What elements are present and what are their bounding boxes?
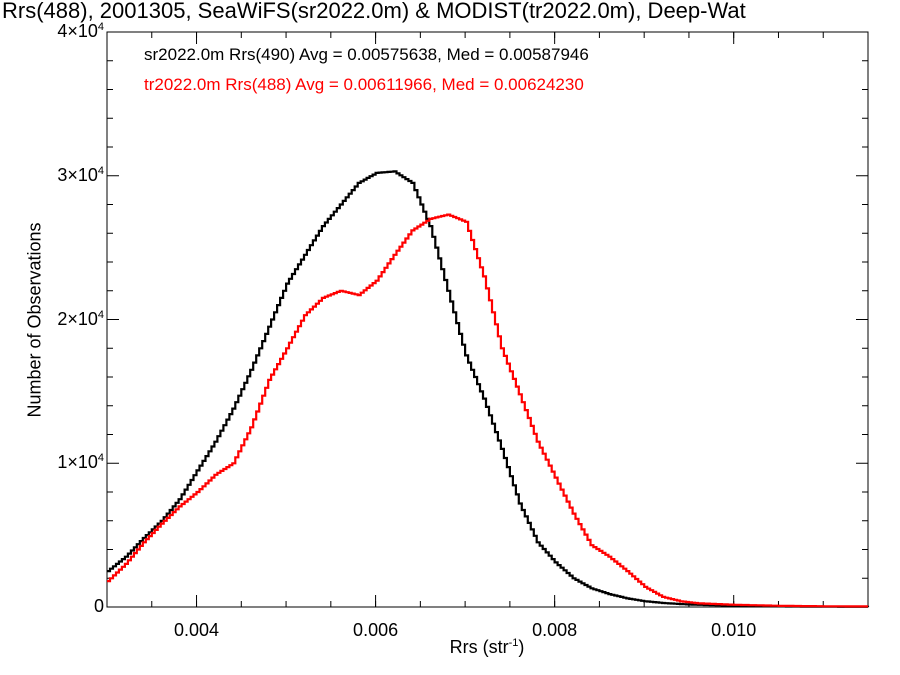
x-axis-label-close: ) bbox=[518, 637, 525, 657]
x-tick-label: 0.004 bbox=[173, 620, 220, 640]
y-tick-mantissa: 3×10 bbox=[57, 164, 98, 185]
y-tick-label: 1×104 bbox=[57, 452, 104, 473]
series-line-sr2022 bbox=[107, 170, 870, 608]
y-tick-exponent: 4 bbox=[97, 164, 104, 177]
y-tick-mantissa: 1×10 bbox=[57, 452, 98, 473]
chart-title: Rrs(488), 2001305, SeaWiFS(sr2022.0m) & … bbox=[2, 0, 746, 23]
y-tick-label: 0 bbox=[94, 597, 104, 615]
x-tick-label: 0.008 bbox=[532, 620, 578, 640]
y-tick-exponent: 4 bbox=[97, 308, 104, 321]
y-tick-label: 3×104 bbox=[57, 164, 104, 185]
x-tick-label: 0.010 bbox=[711, 620, 757, 640]
y-tick-mantissa: 4×10 bbox=[57, 21, 98, 41]
series-line-tr2022 bbox=[107, 213, 868, 608]
x-tick-label: 0.006 bbox=[353, 620, 399, 640]
y-tick-mantissa: 0 bbox=[93, 596, 104, 616]
series-layer bbox=[107, 170, 870, 608]
x-axis-label: Rrs (str-1) bbox=[450, 637, 525, 658]
plot-frame bbox=[106, 31, 869, 608]
x-axis-label-exponent: -1 bbox=[508, 637, 519, 649]
y-tick-label: 2×104 bbox=[57, 308, 104, 329]
y-tick-label: 4×104 bbox=[57, 21, 104, 41]
y-tick-exponent: 4 bbox=[97, 21, 104, 33]
plot-border bbox=[106, 31, 869, 608]
legend-entry-tr2022: tr2022.0m Rrs(488) Avg = 0.00611966, Med… bbox=[144, 75, 584, 94]
x-axis-label-text: Rrs (str bbox=[449, 637, 509, 657]
legend-entry-sr2022: sr2022.0m Rrs(490) Avg = 0.00575638, Med… bbox=[144, 45, 589, 64]
axis-ticks bbox=[106, 31, 869, 608]
y-tick-mantissa: 2×10 bbox=[57, 308, 98, 329]
y-axis-label: Number of Observations bbox=[24, 222, 45, 418]
y-tick-exponent: 4 bbox=[97, 452, 104, 465]
